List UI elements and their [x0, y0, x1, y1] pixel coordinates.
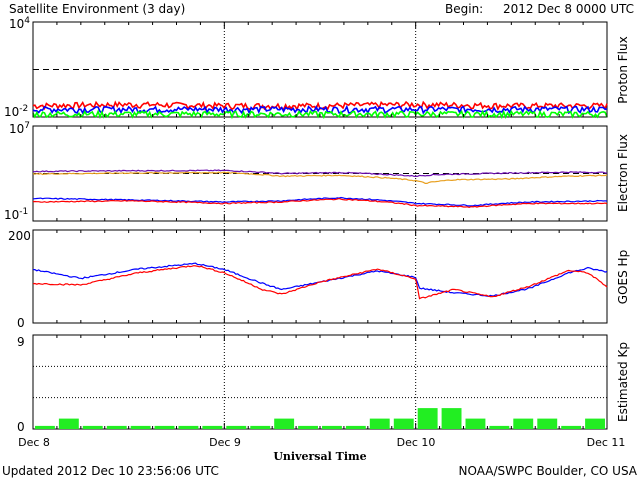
xtick-label: Dec 9: [209, 436, 241, 449]
kp-bar: [322, 425, 342, 429]
kp-bar: [441, 408, 462, 429]
series-line-green: [32, 109, 608, 120]
series-line-purple: [32, 169, 608, 178]
kp-bar: [417, 408, 438, 429]
plot-title: Satellite Environment (3 day): [9, 2, 185, 16]
kp-bar: [393, 418, 414, 429]
kp-bar: [130, 425, 151, 429]
kp-bar: [226, 425, 247, 429]
series-line-red: [32, 265, 608, 300]
kp-bar: [537, 418, 558, 429]
goes-hp-ylabel: GOES Hp: [616, 250, 630, 304]
kp-bar: [465, 418, 486, 429]
kp-bar: [561, 425, 582, 429]
kp-bar: [250, 425, 271, 429]
kp-bar: [585, 418, 605, 429]
kp-bar: [202, 425, 223, 429]
electron-flux-ylabel: Electron Flux: [616, 134, 630, 212]
series-line-blue: [32, 104, 608, 115]
kp-bar: [178, 425, 199, 429]
kp-bar: [369, 418, 390, 429]
xtick-label: Dec 8: [18, 436, 50, 449]
xtick-label: Dec 11: [587, 436, 626, 449]
series-line-blue: [32, 196, 608, 207]
chart-marks: [32, 22, 608, 429]
kp-bar: [489, 425, 510, 429]
kp-bar: [35, 425, 55, 429]
begin-value: 2012 Dec 8 0000 UTC: [503, 2, 634, 16]
electron-ytick-bottom: 10-1: [4, 207, 28, 222]
kp-bar: [58, 418, 79, 429]
kp-ytick-top: 9: [17, 335, 25, 349]
electron-ytick-top: 107: [9, 121, 30, 136]
kp-bar: [82, 425, 103, 429]
kp-bar: [274, 418, 295, 429]
hp-ytick-bottom: 0: [17, 316, 25, 330]
series-line-blue: [33, 262, 608, 298]
kp-bar: [513, 418, 534, 429]
credit-text: NOAA/SWPC Boulder, CO USA: [459, 464, 638, 478]
estimated-kp-ylabel: Estimated Kp: [616, 342, 630, 422]
x-axis-label: Universal Time: [273, 450, 366, 463]
updated-timestamp: Updated 2012 Dec 10 23:56:06 UTC: [2, 464, 219, 478]
begin-label: Begin:: [445, 2, 483, 16]
hp-ytick-top: 200: [8, 229, 31, 243]
kp-bar: [345, 425, 366, 429]
proton-flux-ylabel: Proton Flux: [616, 36, 630, 103]
kp-ytick-bottom: 0: [17, 420, 25, 434]
kp-bar: [298, 425, 318, 429]
kp-bar: [154, 425, 175, 429]
xtick-label: Dec 10: [397, 436, 436, 449]
series-line-orange: [32, 171, 608, 184]
kp-bar: [106, 425, 127, 429]
proton-ytick-top: 104: [9, 16, 30, 31]
proton-ytick-bottom: 10-2: [4, 104, 28, 119]
estimated-kp-panel: [32, 334, 608, 430]
series-line-red: [32, 197, 608, 209]
